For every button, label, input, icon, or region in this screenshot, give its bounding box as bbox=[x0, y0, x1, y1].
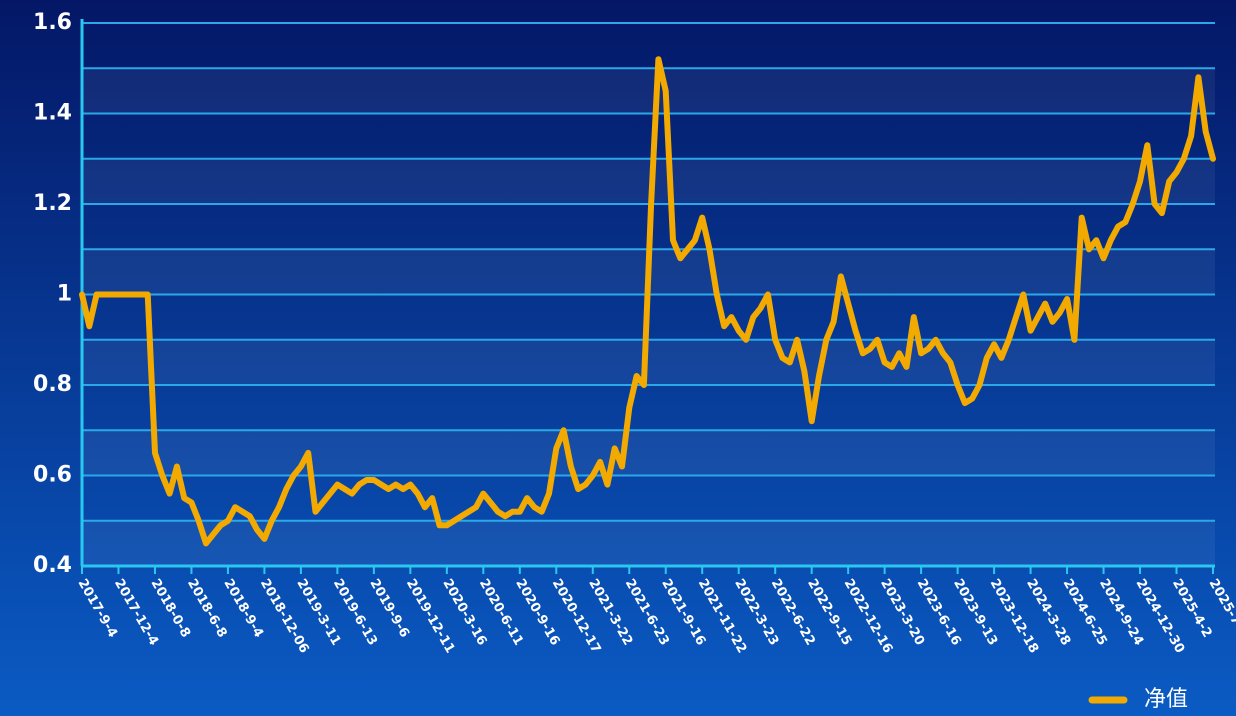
y-tick-label: 1 bbox=[57, 282, 72, 307]
grid-band bbox=[82, 520, 1215, 566]
y-tick-label: 0.6 bbox=[33, 463, 72, 488]
grid-band bbox=[82, 68, 1215, 114]
grid-band bbox=[82, 430, 1215, 476]
y-tick-label: 1.6 bbox=[33, 10, 72, 35]
series-line bbox=[79, 56, 1216, 547]
y-tick-label: 1.4 bbox=[33, 101, 72, 126]
grid-band bbox=[82, 339, 1215, 385]
y-tick-label: 0.8 bbox=[33, 372, 72, 397]
y-tick-label: 0.4 bbox=[33, 553, 72, 578]
legend-label: 净值 bbox=[1144, 687, 1188, 712]
y-tick-label: 1.2 bbox=[33, 191, 72, 216]
